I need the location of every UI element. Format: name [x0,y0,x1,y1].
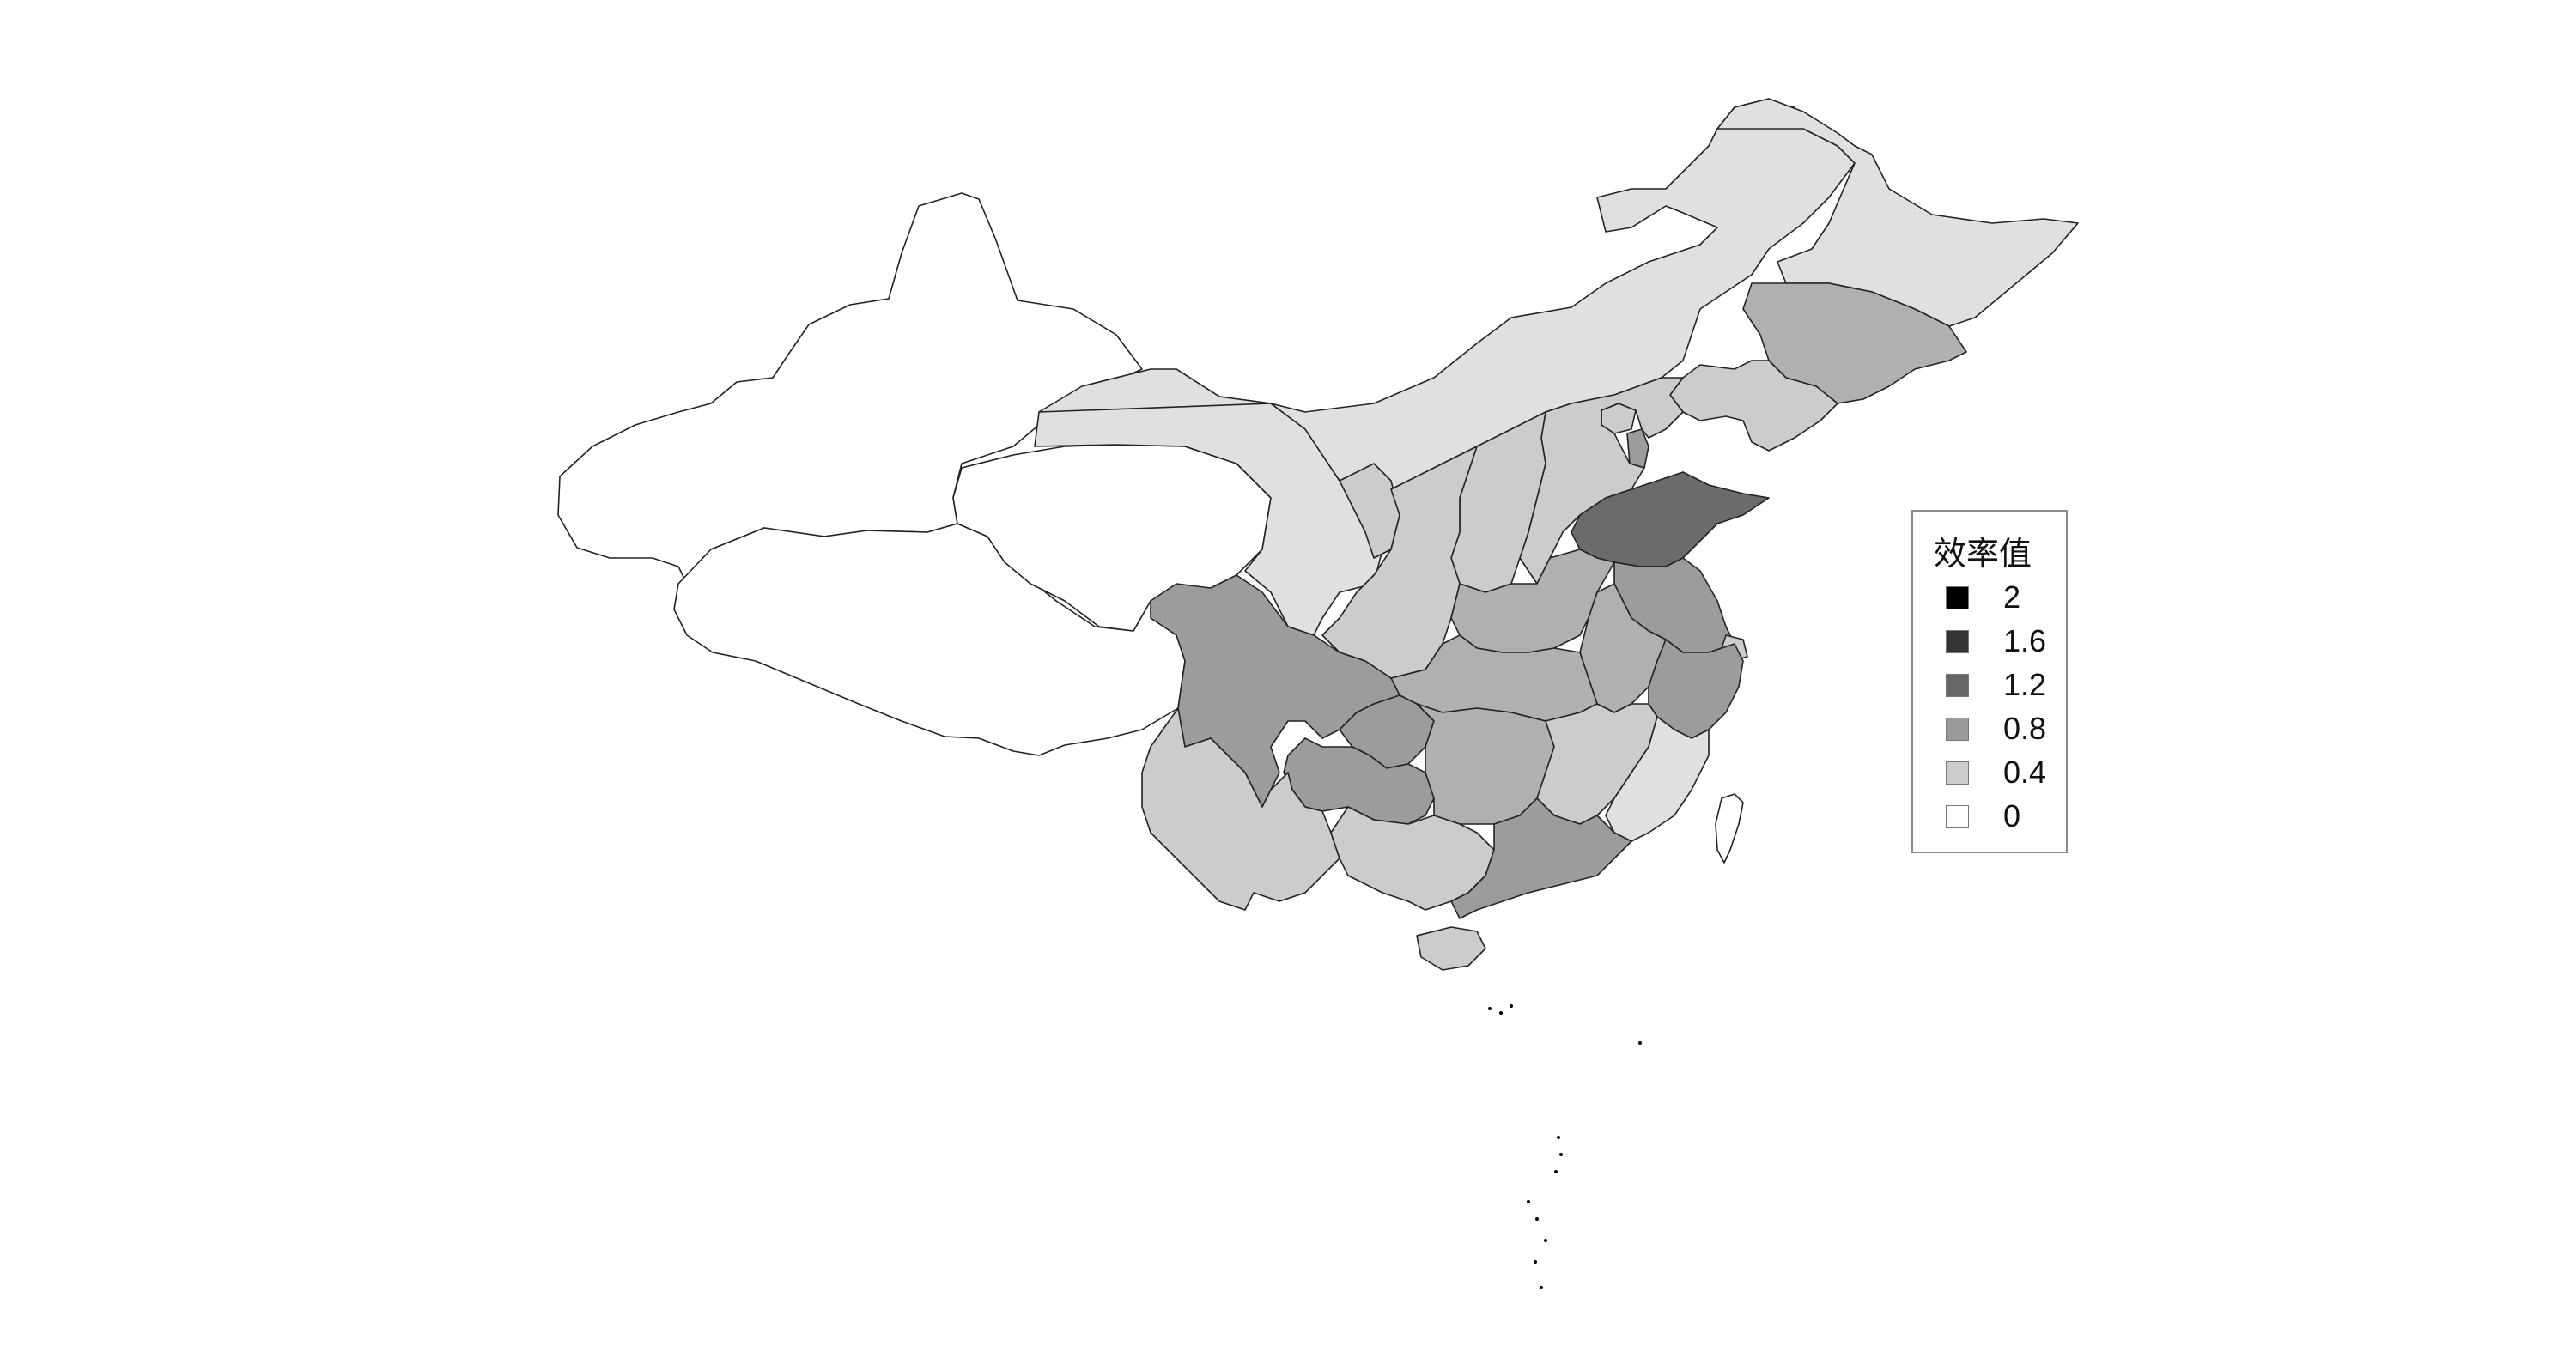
province-taiwan[interactable] [1715,793,1744,864]
legend-label: 2 [2003,579,2021,615]
legend-label: 0 [2003,798,2021,834]
legend-item: 2 [1946,579,2021,615]
legend-label: 0.4 [2003,755,2047,790]
legend-swatch [1946,761,1969,785]
province-yunnan[interactable] [1141,707,1340,911]
legend-swatch [1946,717,1969,741]
legend-label: 1.6 [2003,623,2047,658]
south-china-sea-islands [1488,1004,1642,1289]
legend-item: 0.8 [1946,711,2047,746]
legend-label: 1.2 [2003,667,2047,702]
legend-item: 1.2 [1946,667,2047,702]
legend-swatch [1946,585,1969,609]
province-hainan[interactable] [1416,926,1486,971]
legend: 效率值 2 1.6 1.2 0.8 0.4 0 [1911,510,2068,853]
legend-item: 0.4 [1946,755,2047,790]
legend-item: 1.6 [1946,623,2047,658]
province-jilin[interactable] [1742,282,1967,404]
province-liaoning[interactable] [1669,360,1838,452]
legend-title: 效率值 [1934,535,2032,573]
legend-item: 0 [1946,798,2021,834]
province-tianjin[interactable] [1626,428,1649,469]
legend-swatch [1946,804,1969,828]
province-xinjiang[interactable] [557,192,1143,585]
legend-swatch [1946,673,1969,697]
province-heilongjiang[interactable] [1716,98,2079,327]
province-guangdong[interactable] [1450,797,1632,919]
legend-swatch [1946,629,1969,653]
legend-label: 0.8 [2003,711,2047,746]
